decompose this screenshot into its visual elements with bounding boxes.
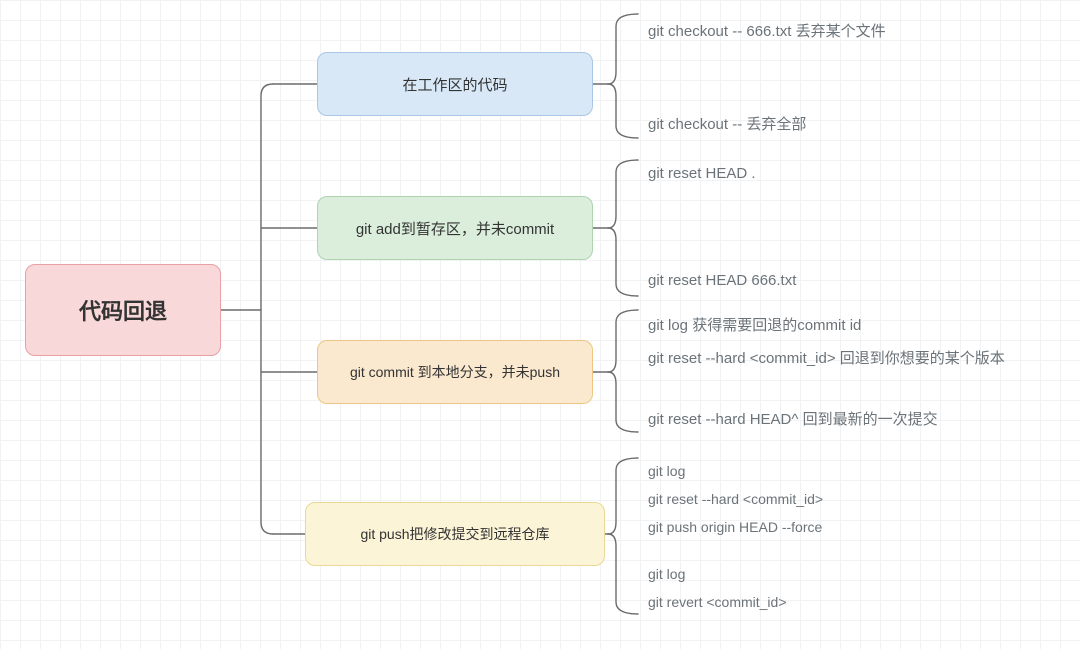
leaf-b1-1: git reset HEAD 666.txt bbox=[648, 272, 796, 289]
leaf-b2-2: git reset --hard HEAD^ 回到最新的一次提交 bbox=[648, 408, 938, 429]
leaf-b0-0: git checkout -- 666.txt 丢弃某个文件 bbox=[648, 20, 886, 41]
root-node: 代码回退 bbox=[25, 264, 221, 356]
leaf-b2-0: git log 获得需要回退的commit id bbox=[648, 314, 861, 335]
leaf-b0-1: git checkout -- 丢弃全部 bbox=[648, 113, 806, 134]
leaf-b1-0: git reset HEAD . bbox=[648, 165, 756, 182]
branch-node-b2: git commit 到本地分支，并未push bbox=[317, 340, 593, 404]
leaf-b3-4: git revert <commit_id> bbox=[648, 594, 787, 610]
mindmap-canvas: 代码回退 在工作区的代码 git checkout -- 666.txt 丢弃某个文… bbox=[0, 0, 1080, 649]
leaf-b3-1: git reset --hard <commit_id> bbox=[648, 491, 823, 507]
branch-node-b3: git push把修改提交到远程仓库 bbox=[305, 502, 605, 566]
leaf-b3-0: git log bbox=[648, 463, 685, 479]
leaf-b2-1: git reset --hard <commit_id> 回退到你想要的某个版本 bbox=[648, 347, 1005, 368]
branch-node-b1: git add到暂存区，并未commit bbox=[317, 196, 593, 260]
leaf-b3-2: git push origin HEAD --force bbox=[648, 519, 822, 535]
leaf-b3-3: git log bbox=[648, 566, 685, 582]
branch-node-b0: 在工作区的代码 bbox=[317, 52, 593, 116]
